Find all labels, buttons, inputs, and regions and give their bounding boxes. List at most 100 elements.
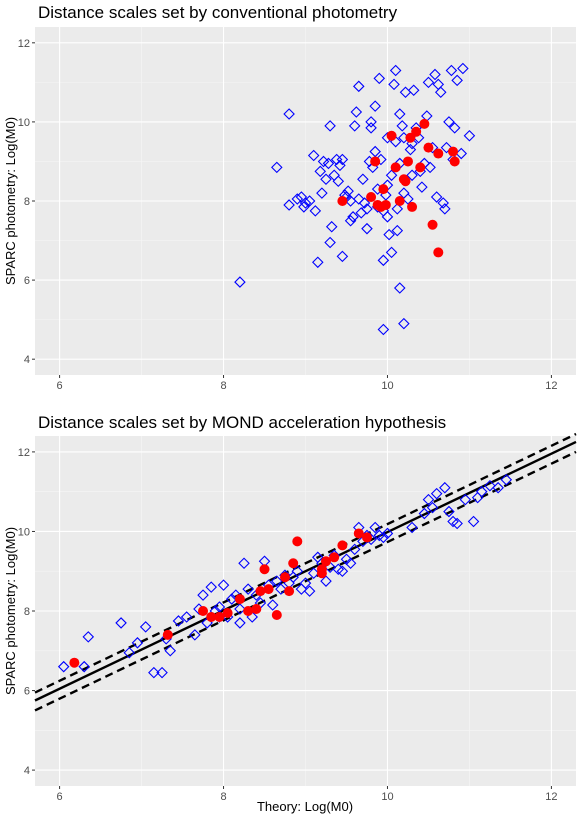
diamond-point [324,236,336,249]
diamond-point [320,575,332,587]
diamond-point [391,224,404,237]
diamond-point [266,599,279,611]
red-dot-point [206,611,217,622]
diamond-point [299,197,312,209]
red-dot-point [234,594,245,605]
red-dot-point [394,196,405,206]
red-dot-point [243,606,254,616]
red-dot-point [69,657,80,668]
diamond-point [283,108,295,120]
y-tick-label: 6 [24,275,30,287]
y-tick-label: 10 [18,117,30,129]
diamond-point [406,169,418,182]
diamond-point [336,250,349,263]
diamond-point [234,276,246,288]
diamond-point [299,577,312,589]
y-tick-label: 12 [18,38,30,50]
x-tick-label: 8 [220,791,226,803]
diamond-point [416,181,428,193]
red-dot-point [402,156,413,167]
diamond-point [316,187,328,199]
red-dot-point [353,528,364,539]
diamond-point [242,583,254,595]
diamond-point [189,629,201,641]
diamond-point [320,173,332,186]
diamond-point [234,603,246,615]
diamond-point [82,631,95,643]
diamond-point [330,153,343,166]
diamond-point [383,228,395,241]
diamond-point [139,621,152,633]
diamond-point [197,589,209,601]
diamond-point [404,143,417,156]
y-tick-labels: 4 6 8 10 12 [18,447,35,777]
diamond-point [406,521,418,534]
red-dot-point [386,130,397,141]
diamond-point [388,78,400,91]
diamond-point [439,481,451,494]
red-dot-point [366,192,377,203]
diamond-point [424,161,436,174]
diamond-point [429,68,441,81]
diamond-point [291,193,304,205]
diamond-point [385,246,398,259]
diamond-point [448,122,461,134]
red-dot-point [370,156,381,167]
diamond-point [344,557,357,570]
red-dot-point [427,219,438,230]
diamond-point [389,64,402,77]
diamond-point [180,611,193,623]
diamond-point [307,149,320,162]
red-dot-point [162,629,173,640]
diamond-point [377,254,390,267]
diamond-point [205,581,218,593]
diamond-point [377,323,390,336]
red-dot-point [288,558,299,569]
red-dot-point [337,196,348,206]
red-dot-point [222,607,233,618]
red-dot-point [380,199,391,210]
diamond-point [393,282,406,294]
diamond-point [115,617,127,629]
diamond-point [402,193,414,205]
x-tick-label: 10 [381,380,393,392]
diamond-point [350,106,363,118]
x-tick-label: 12 [545,380,557,392]
diamond-point [377,531,390,544]
red-dot-point [280,572,291,583]
diamond-point [430,191,443,203]
diamond-point [303,585,316,597]
red-dot-point [320,556,331,567]
red-dot-point [214,611,225,622]
red-dot-point [251,604,262,615]
diamond-point [467,515,480,528]
y-tick-label: 12 [18,447,30,459]
x-tick-label: 6 [57,791,63,803]
diamond-point [445,64,458,77]
diamond-point [123,646,136,659]
diamond-point [307,567,320,579]
diamond-point [381,211,394,223]
y-axis-label: SPARC photometry: Log(M0) [3,527,18,695]
red-dot-point [316,568,327,579]
red-dot-point [433,247,444,258]
diamond-point [325,220,338,233]
diamond-point [492,481,504,494]
y-tick-label: 10 [18,526,30,538]
diamond-point [440,141,453,154]
diamond-point [500,473,513,486]
x-tick-label: 8 [220,380,226,392]
y-tick-label: 8 [24,196,30,208]
diamond-point [357,173,369,186]
diamond-point [439,203,451,215]
x-tick-label: 6 [57,380,63,392]
diamond-point [291,565,304,578]
y-axis-label: SPARC photometry: Log(M0) [3,117,18,285]
red-dot-point [411,126,422,137]
diamond-point [437,197,449,209]
red-dot-point [259,564,270,575]
red-dot-point [271,609,282,620]
diamond-point [396,120,409,132]
y-tick-label: 8 [24,606,30,618]
